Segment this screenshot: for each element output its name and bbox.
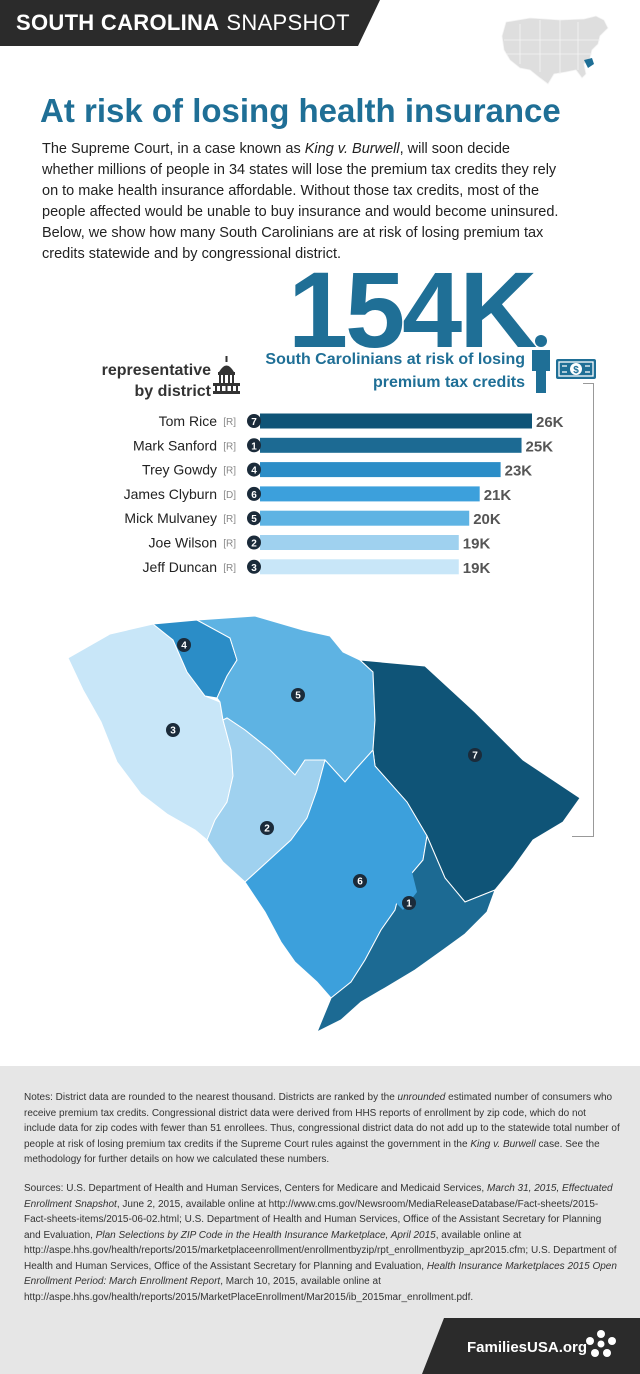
district-badge	[247, 486, 261, 501]
district-badge-number: 7	[251, 417, 257, 428]
notes-text-3: case. See the methodology for further de…	[24, 1138, 600, 1166]
families-usa-logo	[586, 1330, 616, 1357]
bar-category-label: Trey Gowdy	[142, 462, 217, 478]
map-district-badge	[166, 723, 180, 737]
bar-party-label: [D]	[223, 490, 236, 501]
headline-number: 154K	[288, 249, 537, 370]
headline-caption: South Carolinians at risk of losing prem…	[240, 348, 525, 394]
district-badge-number: 4	[251, 466, 257, 477]
bar-value-label: 26K	[536, 414, 564, 431]
notes-text: Notes: District data are rounded to the …	[24, 1090, 620, 1168]
bar	[260, 462, 501, 478]
representative-label: representative by district	[86, 360, 211, 402]
map-district-number: 1	[406, 899, 412, 910]
sources-emphasis-1: March 31, 2015, Effectuated Enrollment S…	[24, 1183, 613, 1210]
map-district-number: 2	[264, 824, 270, 835]
bar	[260, 510, 470, 526]
headline-caption-line-1: South Carolinians at risk of losing	[265, 351, 525, 368]
sources-text-3: , available online at http://aspe.hhs.go…	[24, 1229, 617, 1272]
connector-line-bottom	[572, 836, 594, 837]
sources-emphasis-2: Plan Selections by ZIP Code in the Healt…	[95, 1229, 436, 1241]
sources-emphasis-3: Health Insurance Marketplaces 2015 Open …	[24, 1260, 617, 1288]
sources-text: Sources: U.S. Department of Health and H…	[24, 1181, 620, 1305]
us-map-icon	[501, 15, 609, 85]
bar-value-label: 19K	[463, 536, 491, 553]
district-badge	[247, 414, 261, 428]
south-carolina-highlight	[584, 58, 594, 68]
district-badge	[247, 535, 261, 550]
intro-text-2: , will soon decide whether millions of p…	[42, 141, 559, 262]
sources-text-1: Sources: U.S. Department of Health and H…	[24, 1183, 487, 1194]
south-carolina-district-map: 4 5 3 7 2 6 1	[67, 615, 581, 1034]
bar-value-label: 21K	[484, 487, 512, 504]
bar-category-label: Mick Mulvaney	[124, 510, 217, 526]
map-district-number: 7	[472, 751, 478, 762]
map-district-number: 4	[181, 641, 187, 652]
svg-text:$: $	[573, 365, 579, 376]
person-icon	[532, 335, 550, 393]
bar-value-label: 23K	[505, 463, 533, 480]
district-badge-number: 3	[251, 563, 257, 574]
bar	[260, 437, 522, 453]
bar-party-label: [R]	[223, 417, 236, 428]
bar-value-label: 25K	[526, 438, 554, 455]
district-badge	[247, 438, 261, 453]
header-bar: SOUTH CAROLINA SNAPSHOT	[0, 0, 380, 46]
bar-party-label: [R]	[223, 441, 236, 452]
representative-label-line-2: by district	[134, 383, 211, 400]
bar-category-label: James Clyburn	[124, 486, 217, 502]
bar-category-label: Tom Rice	[159, 413, 218, 429]
bar-category-label: Mark Sanford	[133, 437, 217, 453]
district-badge	[247, 559, 261, 574]
district-badge-number: 5	[251, 514, 257, 525]
footer-url-link[interactable]: FamiliesUSA.org	[467, 1339, 588, 1356]
map-district-number: 6	[357, 877, 363, 888]
map-district-badge	[353, 874, 367, 888]
bar-category-label: Jeff Duncan	[143, 559, 217, 575]
district-badge-number: 6	[251, 490, 257, 501]
bar-party-label: [R]	[223, 466, 236, 477]
bar-party-label: [R]	[223, 539, 236, 550]
intro-text-1: The Supreme Court, in a case known as	[42, 141, 305, 157]
representative-label-line-1: representative	[101, 362, 211, 379]
connector-line-vertical	[593, 383, 594, 836]
intro-case-name: King v. Burwell	[304, 141, 400, 157]
bar-party-label: [R]	[223, 563, 236, 574]
notes-text-2: estimated number of consumers who receiv…	[24, 1092, 620, 1150]
district-badge	[247, 511, 261, 526]
map-district-badge	[402, 896, 416, 910]
capitol-icon	[213, 356, 240, 394]
bar	[260, 413, 532, 429]
header-title-state: SOUTH CAROLINA	[16, 10, 220, 35]
map-district-badge	[177, 638, 191, 652]
map-district-number: 3	[170, 726, 176, 737]
notes-emphasis-2: King v. Burwell	[470, 1138, 536, 1150]
dollar-bill-icon: $	[556, 359, 596, 379]
page-title: At risk of losing health insurance	[40, 92, 561, 129]
connector-line-top	[583, 383, 593, 384]
map-district-badge	[291, 688, 305, 702]
district-bar-chart: Tom Rice [R] 7 26K Mark Sanford [R] 1 25K Trey G…	[124, 413, 564, 577]
bar-value-label: 19K	[463, 560, 491, 577]
sources-text-4: , March 10, 2015, available online at ht…	[24, 1276, 474, 1303]
bar-party-label: [R]	[223, 514, 236, 525]
header-title-snapshot: SNAPSHOT	[226, 10, 350, 35]
bar	[260, 486, 480, 502]
notes-text-1: Notes: District data are rounded to the …	[24, 1092, 398, 1103]
bar	[260, 535, 459, 550]
district-badge	[247, 462, 261, 477]
district-badge-number: 1	[251, 441, 257, 452]
intro-paragraph: The Supreme Court, in a case known as Ki…	[42, 139, 562, 265]
notes-emphasis-1: unrounded	[397, 1092, 446, 1103]
sources-text-2: , June 2, 2015, available online at http…	[24, 1198, 602, 1241]
district-1-region	[316, 834, 496, 1034]
map-district-badge	[468, 748, 482, 762]
bar-value-label: 20K	[473, 511, 501, 528]
district-badge-number: 2	[251, 539, 257, 550]
map-district-number: 5	[295, 691, 301, 702]
headline-caption-line-2: premium tax credits	[372, 374, 525, 391]
bar	[260, 559, 459, 575]
map-district-badge	[260, 821, 274, 835]
bar-category-label: Joe Wilson	[149, 535, 217, 551]
